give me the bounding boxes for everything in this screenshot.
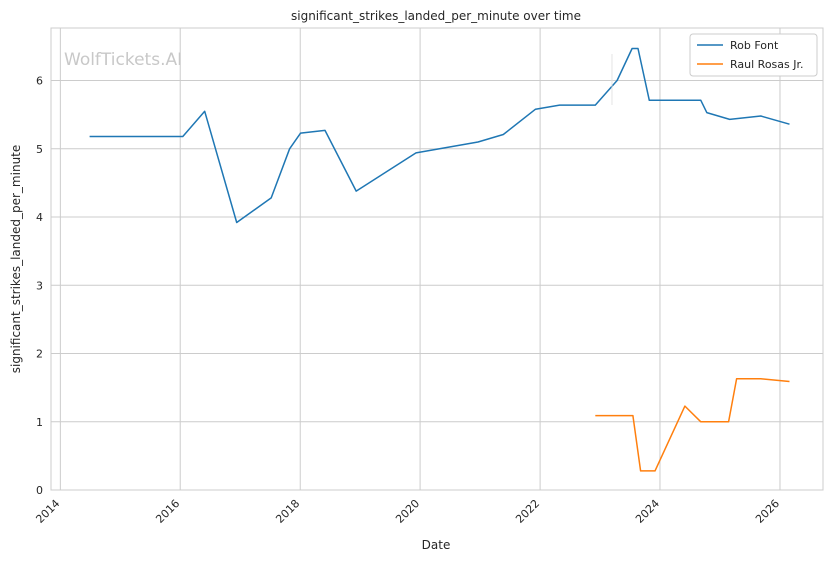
y-tick-label: 1 bbox=[36, 416, 43, 429]
legend-label-rob-font: Rob Font bbox=[730, 39, 779, 52]
y-tick-label: 2 bbox=[36, 348, 43, 361]
series-line-raul-rosas-jr bbox=[595, 378, 790, 472]
y-axis-label: significant_strikes_landed_per_minute bbox=[9, 145, 23, 374]
y-tick-label: 5 bbox=[36, 143, 43, 156]
x-axis-label: Date bbox=[422, 538, 451, 552]
grid bbox=[51, 28, 823, 491]
plot-area bbox=[51, 28, 823, 490]
chart-title: significant_strikes_landed_per_minute ov… bbox=[291, 9, 581, 23]
y-tick-label: 0 bbox=[36, 484, 43, 497]
y-axis-ticks: 0 1 2 3 4 5 6 bbox=[36, 75, 43, 497]
y-tick-label: 4 bbox=[36, 211, 43, 224]
series-line-rob-font bbox=[89, 47, 790, 224]
watermark: WolfTickets.AI bbox=[64, 50, 182, 70]
y-tick-label: 6 bbox=[36, 75, 43, 88]
legend-label-raul-rosas-jr: Raul Rosas Jr. bbox=[730, 58, 804, 71]
axes-frame bbox=[50, 27, 824, 491]
legend: Rob Font Raul Rosas Jr. bbox=[689, 33, 818, 77]
series-layer bbox=[89, 47, 790, 472]
y-tick-label: 3 bbox=[36, 279, 43, 292]
plot-border bbox=[50, 27, 824, 491]
